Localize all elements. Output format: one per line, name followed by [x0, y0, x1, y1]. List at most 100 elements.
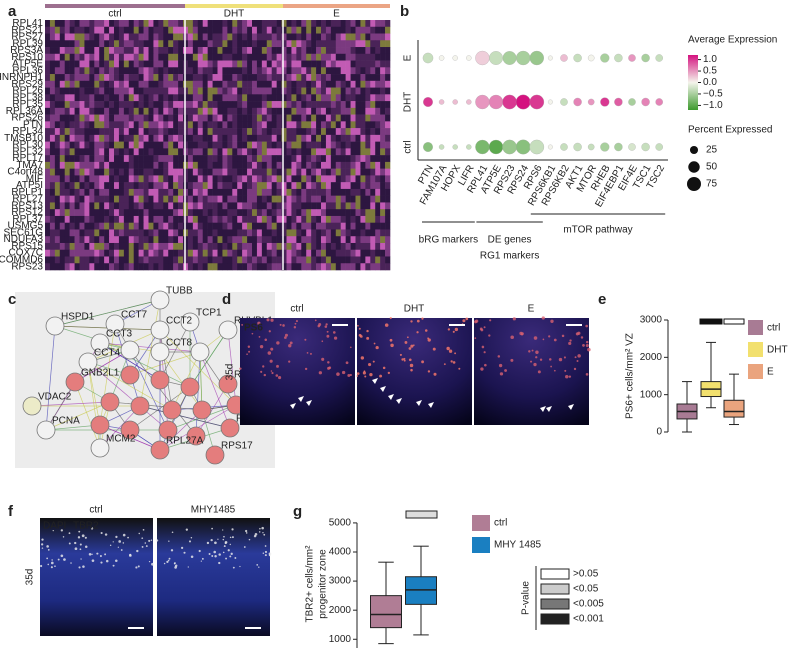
heatmap-cell — [301, 115, 306, 122]
heatmap-cell — [114, 47, 119, 54]
heatmap-cell — [331, 108, 336, 115]
heatmap-cell — [370, 40, 375, 47]
heatmap-cell — [370, 209, 375, 216]
heatmap-cell — [227, 243, 232, 250]
legend-label: DHT — [767, 345, 788, 356]
heatmap-cell — [80, 40, 85, 47]
heatmap-cell — [193, 135, 198, 142]
heatmap-cell — [252, 202, 257, 209]
heatmap-cell — [188, 40, 193, 47]
heatmap-cell — [351, 67, 356, 74]
heatmap-cell — [188, 121, 193, 128]
heatmap-cell — [208, 256, 213, 263]
heatmap-cell — [351, 61, 356, 68]
heatmap-cell — [178, 135, 183, 142]
heatmap-cell — [341, 61, 346, 68]
heatmap-cell — [370, 182, 375, 189]
heatmap-cell — [301, 196, 306, 203]
heatmap-cell — [375, 223, 380, 230]
heatmap-cell — [291, 155, 296, 162]
heatmap-cell — [257, 128, 262, 135]
heatmap-cell — [356, 40, 361, 47]
heatmap-cell — [178, 34, 183, 41]
heatmap-cell — [129, 101, 134, 108]
heatmap-cell — [227, 34, 232, 41]
heatmap-cell — [70, 128, 75, 135]
cell-signal — [504, 369, 507, 372]
heatmap-cell — [50, 27, 55, 34]
heatmap-cell — [114, 74, 119, 81]
heatmap-cell — [50, 135, 55, 142]
heatmap-cell — [277, 115, 282, 122]
y-tick-label: 1000 — [640, 389, 663, 400]
heatmap-cell — [232, 74, 237, 81]
heatmap-cell — [257, 169, 262, 176]
heatmap-cell — [247, 148, 252, 155]
heatmap-cell — [237, 108, 242, 115]
heatmap-cell — [321, 54, 326, 61]
heatmap-cell — [321, 256, 326, 263]
heatmap-cell — [55, 67, 60, 74]
heatmap-cell — [178, 223, 183, 230]
heatmap-cell — [45, 81, 50, 88]
heatmap-cell — [84, 74, 89, 81]
heatmap-cell — [237, 142, 242, 149]
heatmap-cell — [262, 20, 267, 27]
heatmap-cell — [70, 256, 75, 263]
heatmap-cell — [99, 175, 104, 182]
cell-signal — [214, 555, 216, 557]
heatmap-cell — [114, 175, 119, 182]
heatmap-cell — [178, 256, 183, 263]
heatmap-cell — [316, 256, 321, 263]
heatmap-cell — [331, 209, 336, 216]
heatmap-cell — [203, 74, 208, 81]
heatmap-cell — [114, 101, 119, 108]
heatmap-cell — [168, 27, 173, 34]
dot — [548, 145, 553, 150]
heatmap-cell — [60, 47, 65, 54]
heatmap-cell — [316, 47, 321, 54]
heatmap-cell — [242, 175, 247, 182]
heatmap-cell — [213, 115, 218, 122]
heatmap-cell — [331, 243, 336, 250]
heatmap-cell — [380, 94, 385, 101]
heatmap-cell — [252, 216, 257, 223]
heatmap-cell — [188, 115, 193, 122]
heatmap-cell — [321, 175, 326, 182]
heatmap-cell — [242, 115, 247, 122]
cell-signal — [148, 540, 150, 542]
cell-signal — [223, 539, 224, 540]
heatmap-cell — [65, 108, 70, 115]
heatmap-cell — [370, 229, 375, 236]
heatmap-cell — [331, 47, 336, 54]
heatmap-cell — [336, 263, 341, 270]
heatmap-cell — [173, 74, 178, 81]
heatmap-cell — [173, 47, 178, 54]
heatmap-cell — [50, 108, 55, 115]
heatmap-cell — [75, 196, 80, 203]
cell-signal — [115, 560, 118, 563]
heatmap-cell — [99, 128, 104, 135]
heatmap-cell — [252, 148, 257, 155]
heatmap-cell — [203, 108, 208, 115]
heatmap-cell — [232, 223, 237, 230]
size-key-label: 75 — [706, 179, 718, 190]
heatmap-cell — [311, 256, 316, 263]
dot — [656, 143, 663, 150]
heatmap-cell — [262, 27, 267, 34]
cell-signal — [390, 344, 393, 347]
heatmap-cell — [247, 108, 252, 115]
heatmap-cell — [341, 263, 346, 270]
dot — [439, 55, 444, 60]
cell-signal — [448, 328, 450, 330]
heatmap-cell — [385, 67, 390, 74]
heatmap-cell — [55, 74, 60, 81]
cell-signal — [535, 356, 537, 358]
heatmap-cell — [198, 121, 203, 128]
heatmap-cell — [222, 175, 227, 182]
heatmap-cell — [124, 256, 129, 263]
heatmap-cell — [360, 155, 365, 162]
heatmap-cell — [365, 263, 370, 270]
heatmap-cell — [65, 81, 70, 88]
heatmap-cell — [218, 148, 223, 155]
